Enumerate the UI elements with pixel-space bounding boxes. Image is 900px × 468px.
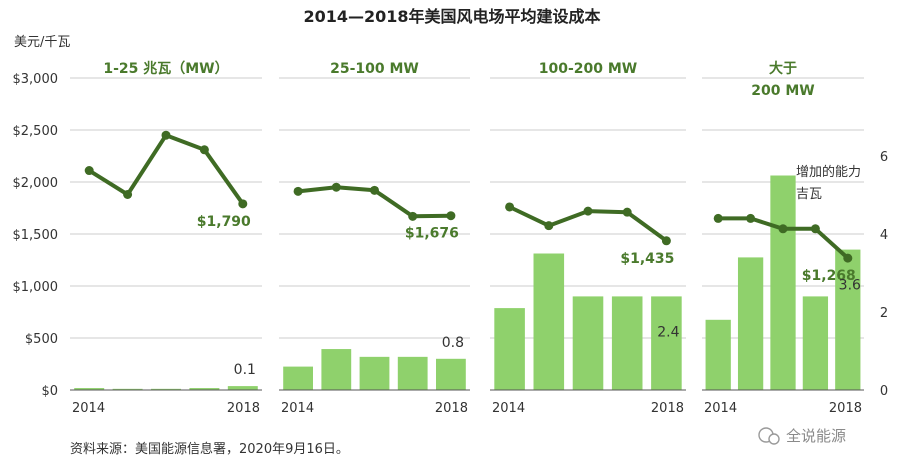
cost-point (583, 206, 593, 216)
capacity-bar (835, 249, 861, 390)
x-tick-label: 2018 (829, 401, 862, 416)
plot-layer: $0 $500 $1,000 $1,500 $2,000 $2,500 $3,000 0 2 4 6… (13, 60, 889, 416)
capacity-data-label: 0.1 (234, 362, 256, 378)
cost-point (810, 224, 820, 234)
capacity-data-label: 3.6 (839, 278, 861, 294)
y-tick-label: $500 (25, 332, 58, 347)
cost-point (408, 211, 418, 221)
y2-axis-label-line-2: 吉瓦 (796, 187, 822, 202)
y2-axis-label-line-1: 增加的能力 (796, 164, 861, 180)
capacity-bar (802, 296, 829, 390)
cost-point (713, 213, 723, 223)
capacity-bar (436, 358, 466, 390)
x-tick-label: 2014 (492, 401, 525, 416)
cost-point (238, 199, 248, 209)
x-tick-label: 2018 (227, 401, 260, 416)
y2-tick-label: 6 (880, 150, 888, 165)
cost-data-label: $1,435 (620, 251, 674, 267)
cost-point (199, 145, 209, 155)
panel-title: 1-25 兆瓦（MW） (103, 61, 228, 77)
capacity-bar (494, 308, 525, 390)
cost-point (622, 207, 632, 217)
capacity-bar (321, 349, 352, 390)
capacity-bar (397, 356, 428, 390)
cost-point (123, 189, 133, 199)
wechat-icon-small (768, 433, 780, 445)
y-tick-label: $0 (41, 384, 58, 399)
capacity-bar (533, 253, 565, 390)
y-tick-label: $2,500 (13, 124, 59, 139)
watermark: 全说能源 (758, 427, 846, 445)
cost-point (370, 185, 379, 195)
capacity-bar (359, 356, 390, 390)
y-tick-label: $2,000 (13, 176, 59, 191)
cost-point (161, 130, 171, 140)
panel-title: 25-100 MW (330, 61, 419, 77)
x-tick-label: 2014 (704, 401, 737, 416)
cost-data-label: $1,790 (197, 214, 251, 230)
capacity-bar (770, 175, 796, 390)
capacity-bar (651, 296, 682, 390)
cost-point (446, 211, 456, 221)
capacity-bar (227, 386, 258, 390)
y-tick-label: $3,000 (13, 72, 59, 87)
cost-point (505, 202, 515, 212)
x-tick-label: 2018 (435, 401, 468, 416)
capacity-bar (189, 388, 220, 390)
cost-point (331, 182, 341, 192)
y2-tick-label: 2 (880, 306, 888, 321)
capacity-bar (737, 257, 764, 390)
capacity-bar (74, 388, 105, 390)
chart-title: 2014—2018年美国风电场平均建设成本 (303, 7, 600, 26)
capacity-bar (572, 296, 604, 390)
y2-tick-label: 0 (880, 384, 888, 399)
y-axis-label: 美元/千瓦 (14, 35, 70, 50)
cost-point (778, 224, 788, 234)
cost-point (746, 213, 756, 223)
capacity-bar (611, 296, 643, 390)
panel-title: 大于 (769, 60, 797, 77)
panel-title: 100-200 MW (539, 61, 638, 77)
cost-point (293, 186, 303, 196)
panel-title: 200 MW (751, 83, 814, 99)
x-tick-label: 2014 (72, 401, 105, 416)
cost-point (544, 221, 554, 231)
watermark-text: 全说能源 (786, 427, 846, 445)
x-tick-label: 2014 (281, 401, 314, 416)
source-note: 资料来源：美国能源信息署，2020年9月16日。 (70, 441, 349, 457)
cost-line (88, 133, 245, 205)
cost-point (661, 236, 671, 246)
x-tick-label: 2018 (651, 401, 684, 416)
capacity-data-label: 0.8 (442, 335, 464, 351)
cost-data-label: $1,676 (405, 226, 459, 242)
cost-data-label: $1,268 (802, 268, 856, 284)
capacity-data-label: 2.4 (657, 324, 679, 340)
capacity-bar (705, 319, 731, 390)
cost-point (84, 166, 94, 176)
capacity-bar (283, 366, 313, 390)
y-tick-label: $1,500 (13, 228, 59, 243)
y2-tick-label: 4 (880, 228, 888, 243)
cost-point (843, 253, 853, 263)
y-tick-label: $1,000 (13, 280, 59, 295)
